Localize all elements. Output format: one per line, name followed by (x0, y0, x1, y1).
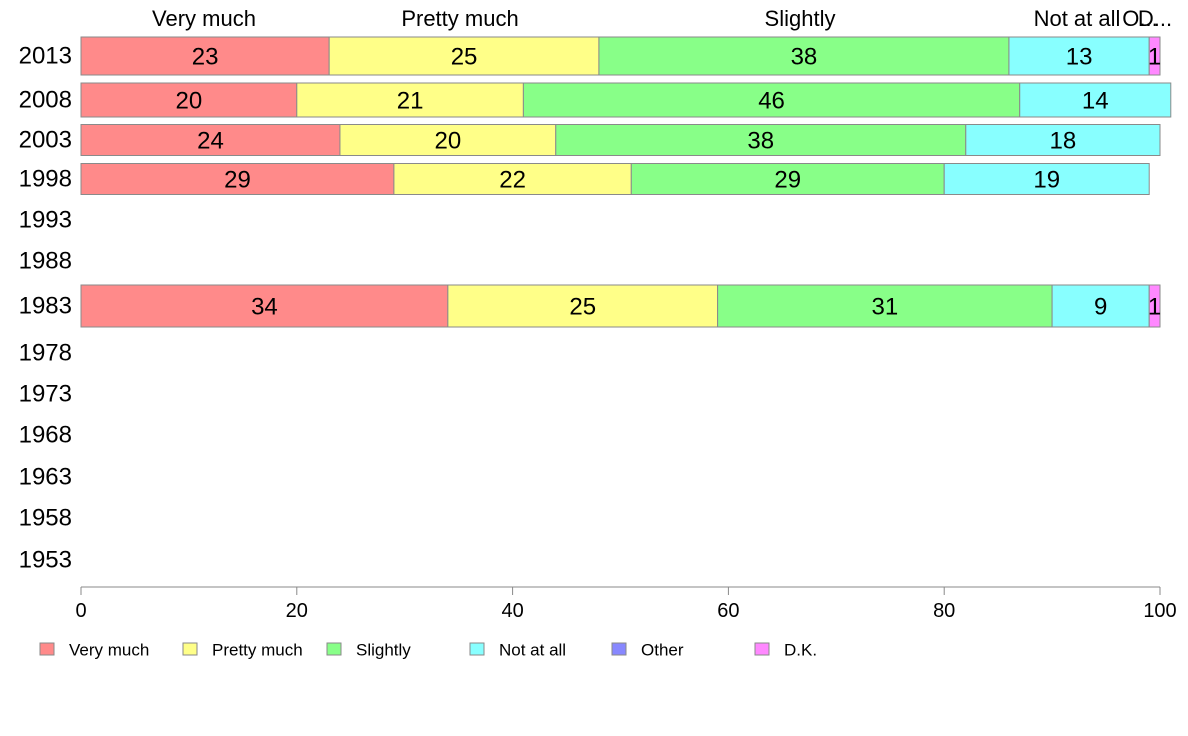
data-label-1983-d-k-: 1 (1148, 294, 1161, 321)
data-label-2008-slightly: 46 (758, 88, 785, 115)
data-label-2003-very-much: 24 (197, 128, 224, 155)
data-label-2008-not-at-all: 14 (1082, 88, 1109, 115)
x-tick-label-40: 40 (501, 600, 523, 622)
legend-label-not-at-all: Not at all (499, 641, 566, 660)
bar-segment-1983-pretty-much (447, 284, 719, 328)
bar-segment-2003-not-at-all (965, 124, 1161, 156)
data-label-1983-not-at-all: 9 (1094, 294, 1107, 321)
bar-segment-2008-very-much (80, 82, 298, 118)
year-label-2013: 2013 (19, 43, 72, 70)
data-label-2013-not-at-all: 13 (1066, 44, 1093, 71)
legend-swatch-d-k- (754, 642, 770, 656)
top-category-labels: Very much Pretty much Slightly Not at all O.… (152, 6, 1172, 31)
top-label-5: D... (1138, 6, 1172, 31)
x-tick-label-100: 100 (1143, 600, 1176, 622)
bar-segment-2003-very-much (80, 124, 341, 156)
top-label-3: Not at all (1034, 6, 1121, 31)
data-label-2003-not-at-all: 18 (1050, 128, 1077, 155)
bar-segment-2013-slightly (598, 36, 1010, 76)
bars: 23 25 38 13 1 20 21 46 14 24 20 38 18 29 22 29 19 34 25 31 9… (80, 36, 1172, 328)
legend-swatch-not-at-all (469, 642, 485, 656)
bar-segment-2013-very-much (80, 36, 330, 76)
x-tick-label-0: 0 (75, 600, 86, 622)
data-label-2003-slightly: 38 (747, 128, 774, 155)
data-label-2008-very-much: 20 (176, 88, 203, 115)
data-label-2013-d-k-: 1 (1148, 44, 1161, 71)
bar-segment-2013-d-k- (1148, 36, 1161, 76)
top-label-1: Pretty much (401, 6, 518, 31)
year-label-1988: 1988 (19, 248, 72, 275)
bar-segment-2008-slightly (522, 82, 1021, 118)
top-label-2: Slightly (765, 6, 836, 31)
year-label-1963: 1963 (19, 464, 72, 491)
year-label-2003: 2003 (19, 127, 72, 154)
x-axis: 0 20 40 60 80 100 (75, 586, 1177, 622)
legend-swatch-other (611, 642, 627, 656)
data-label-1983-very-much: 34 (251, 294, 278, 321)
data-label-1998-very-much: 29 (224, 167, 251, 194)
top-label-0: Very much (152, 6, 256, 31)
legend-swatch-slightly (326, 642, 342, 656)
year-label-1978: 1978 (19, 340, 72, 367)
year-label-1953: 1953 (19, 547, 72, 574)
bar-segment-1998-not-at-all (943, 163, 1150, 195)
bar-segment-2013-not-at-all (1008, 36, 1150, 76)
bar-segment-2003-pretty-much (339, 124, 557, 156)
bar-segment-1998-pretty-much (393, 163, 632, 195)
x-tick-label-60: 60 (717, 600, 739, 622)
data-label-1998-not-at-all: 19 (1033, 167, 1060, 194)
x-tick-label-80: 80 (933, 600, 955, 622)
data-label-2013-very-much: 23 (192, 44, 219, 71)
legend-label-slightly: Slightly (356, 641, 411, 660)
legend-swatch-very-much (39, 642, 55, 656)
bar-segment-2008-pretty-much (296, 82, 524, 118)
x-tick-label-20: 20 (286, 600, 308, 622)
bar-segment-2013-pretty-much (328, 36, 600, 76)
data-label-1998-slightly: 29 (774, 167, 801, 194)
data-label-2013-pretty-much: 25 (451, 44, 478, 71)
year-label-1973: 1973 (19, 381, 72, 408)
year-label-1993: 1993 (19, 207, 72, 234)
bar-segment-1983-slightly (717, 284, 1053, 328)
bar-segment-1983-not-at-all (1051, 284, 1150, 328)
data-label-1983-slightly: 31 (872, 294, 899, 321)
bar-segment-1983-very-much (80, 284, 449, 328)
year-label-2008: 2008 (19, 87, 72, 114)
bar-segment-1983-d-k- (1148, 284, 1161, 328)
legend-label-pretty-much: Pretty much (212, 641, 303, 660)
legend-swatch-pretty-much (182, 642, 198, 656)
bar-segment-2003-slightly (555, 124, 967, 156)
year-label-1998: 1998 (19, 166, 72, 193)
legend-label-other: Other (641, 641, 684, 660)
data-label-2013-slightly: 38 (791, 44, 818, 71)
data-label-1983-pretty-much: 25 (569, 294, 596, 321)
legend-label-d-k-: D.K. (784, 641, 817, 660)
data-label-1998-pretty-much: 22 (499, 167, 526, 194)
data-label-2008-pretty-much: 21 (397, 88, 424, 115)
data-label-2003-pretty-much: 20 (435, 128, 462, 155)
legend: Very much Pretty much Slightly Not at all Ot… (39, 641, 817, 660)
year-label-1958: 1958 (19, 505, 72, 532)
year-labels: 2013 2008 2003 1998 1993 1988 1983 1978 1973 1968… (19, 43, 72, 574)
top-label-4: O... (1122, 6, 1157, 31)
legend-label-very-much: Very much (69, 641, 149, 660)
year-label-1968: 1968 (19, 422, 72, 449)
bar-segment-2008-not-at-all (1019, 82, 1172, 118)
year-label-1983: 1983 (19, 293, 72, 320)
